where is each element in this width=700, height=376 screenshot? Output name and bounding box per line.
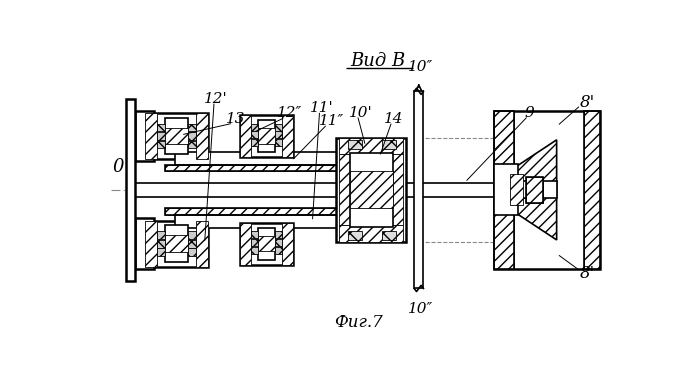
Bar [188, 124, 195, 131]
Bar [336, 138, 407, 242]
Bar [157, 141, 164, 148]
Bar [339, 155, 403, 225]
Text: 8': 8' [580, 94, 595, 111]
Bar [145, 221, 208, 267]
Text: 10': 10' [349, 106, 373, 120]
Bar [164, 208, 347, 215]
Bar [188, 141, 195, 148]
Bar [157, 249, 164, 256]
Bar [164, 225, 188, 262]
Bar [188, 232, 195, 239]
Bar [251, 247, 258, 254]
Text: 13: 13 [226, 112, 245, 126]
Bar [349, 153, 393, 227]
Bar [240, 223, 293, 265]
Bar [240, 223, 251, 265]
Bar [164, 208, 347, 215]
Bar [164, 165, 347, 171]
Bar [349, 171, 393, 208]
Bar [258, 120, 275, 152]
Bar [526, 177, 543, 203]
Bar [510, 174, 523, 205]
Bar [240, 115, 293, 157]
Bar [251, 139, 258, 146]
Text: 9: 9 [525, 106, 535, 120]
Text: 10″: 10″ [407, 302, 433, 316]
Text: 11': 11' [310, 101, 334, 115]
Bar [281, 223, 293, 265]
Bar [188, 132, 195, 140]
Text: Вид В: Вид В [351, 52, 405, 70]
Bar [494, 111, 514, 269]
Bar [126, 99, 136, 281]
Bar [188, 249, 195, 256]
Bar [494, 111, 600, 269]
Bar [135, 183, 517, 197]
Bar [157, 132, 164, 140]
Bar [281, 115, 293, 157]
Bar [514, 181, 556, 199]
Bar [258, 128, 275, 144]
Bar [251, 124, 258, 130]
Bar [135, 111, 154, 161]
Bar [145, 113, 157, 159]
Bar [164, 127, 188, 144]
Bar [251, 239, 258, 246]
Bar [348, 231, 362, 240]
Bar [164, 118, 188, 155]
Bar [275, 239, 281, 246]
Bar [494, 111, 514, 269]
Bar [258, 236, 275, 252]
Text: 12': 12' [204, 92, 228, 106]
Bar [414, 91, 424, 288]
Bar [275, 247, 281, 254]
Bar [157, 124, 164, 131]
Bar [339, 138, 403, 155]
Text: 0: 0 [113, 158, 125, 176]
Bar [275, 131, 281, 138]
Bar [164, 235, 188, 252]
Bar [584, 111, 600, 269]
Text: 12″: 12″ [276, 106, 302, 120]
Text: 14: 14 [384, 112, 403, 126]
Bar [339, 225, 403, 242]
Text: 11″: 11″ [319, 114, 344, 127]
Text: 10″: 10″ [407, 60, 433, 74]
Bar [176, 215, 401, 227]
Bar [164, 165, 347, 171]
Text: Фиг.7: Фиг.7 [335, 314, 383, 331]
Bar [176, 152, 401, 165]
Bar [251, 131, 258, 138]
Bar [275, 124, 281, 130]
Bar [382, 140, 396, 149]
Bar [258, 227, 275, 260]
Bar [275, 139, 281, 146]
Bar [526, 177, 543, 203]
Bar [135, 218, 154, 269]
Bar [348, 140, 362, 149]
Bar [251, 232, 258, 238]
Bar [494, 164, 518, 215]
Bar [275, 232, 281, 238]
Polygon shape [514, 140, 556, 240]
Text: 8': 8' [580, 265, 595, 282]
Bar [145, 221, 157, 267]
Bar [240, 115, 251, 157]
Bar [584, 111, 600, 269]
Bar [145, 113, 208, 159]
Bar [188, 240, 195, 248]
Bar [195, 221, 208, 267]
Bar [195, 113, 208, 159]
Bar [157, 232, 164, 239]
Bar [382, 231, 396, 240]
Bar [157, 240, 164, 248]
